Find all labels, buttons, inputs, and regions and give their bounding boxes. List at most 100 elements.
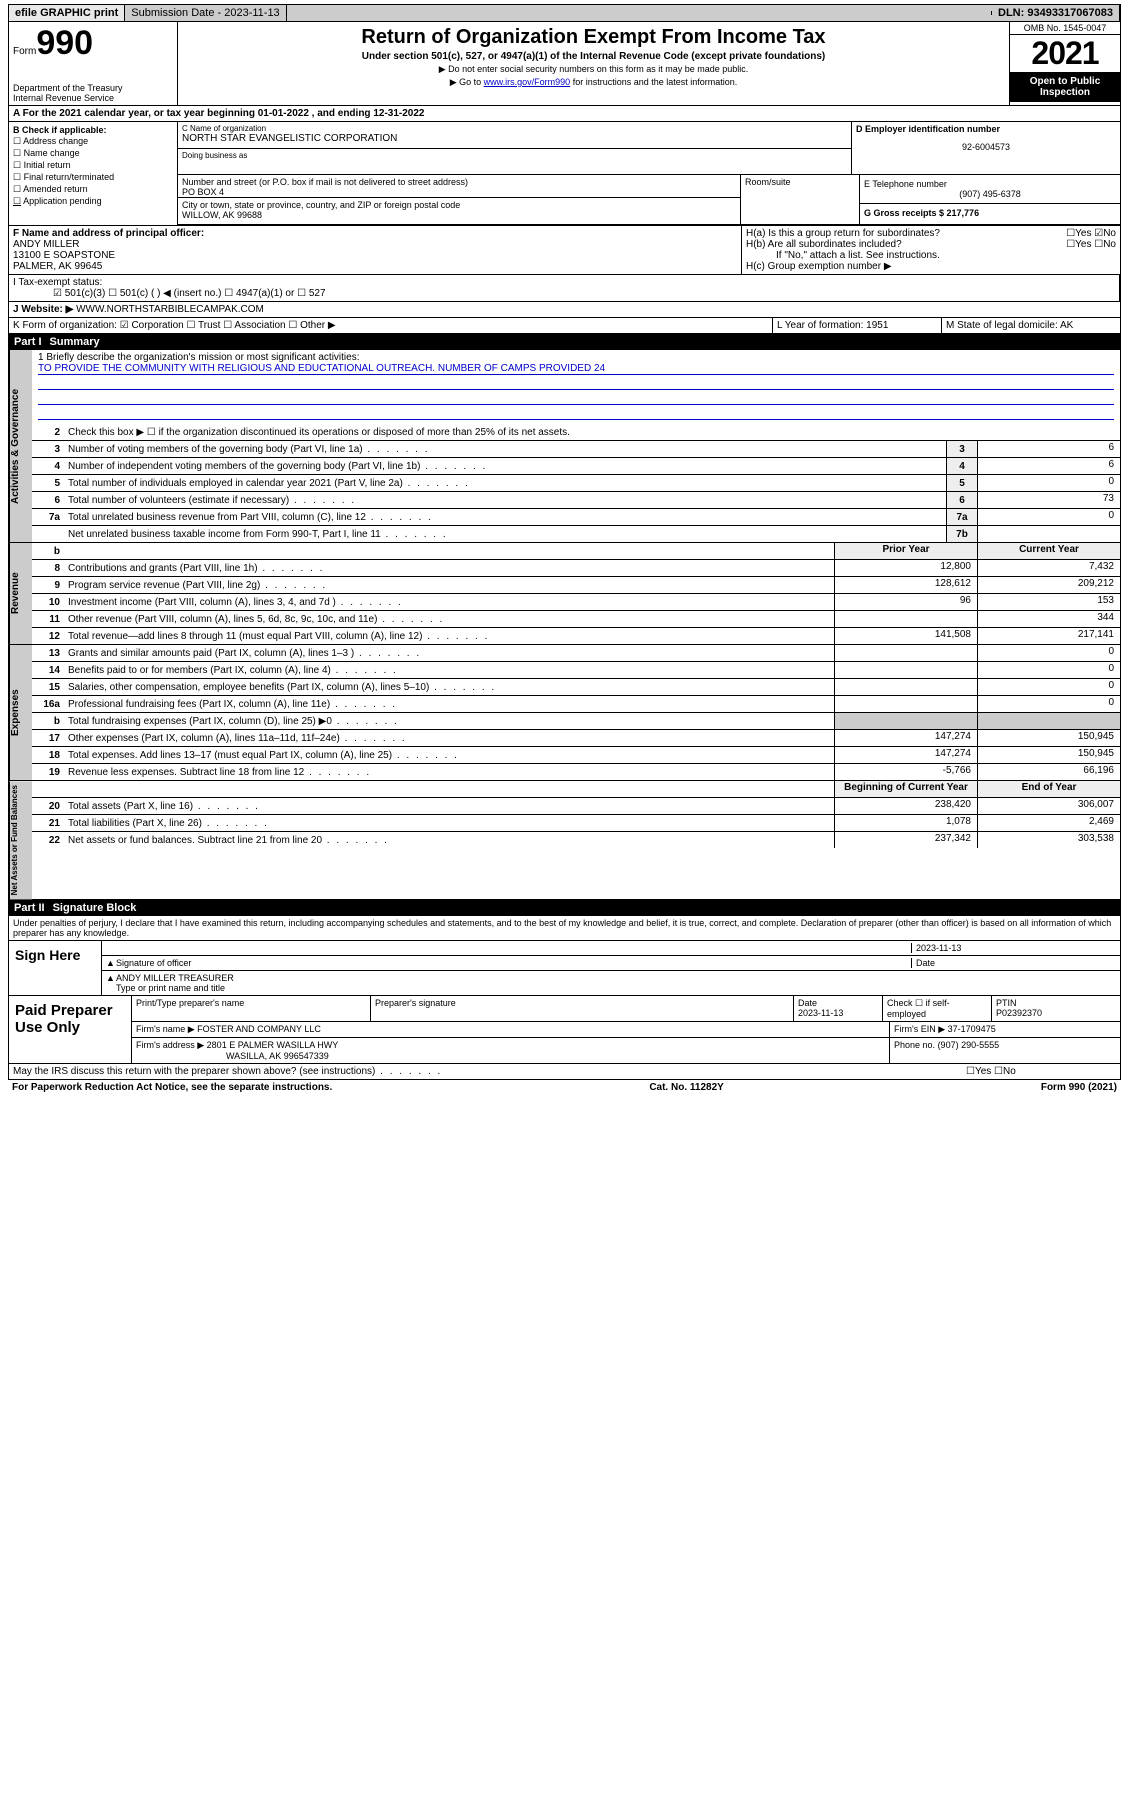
- chk-initial-return[interactable]: ☐ Initial return: [13, 160, 173, 171]
- summary-line: 5Total number of individuals employed in…: [32, 475, 1120, 492]
- summary-line: 22Net assets or fund balances. Subtract …: [32, 832, 1120, 848]
- ein-value: 92-6004573: [856, 142, 1116, 152]
- preparer-name-hdr: Print/Type preparer's name: [132, 996, 371, 1021]
- firm-name: FOSTER AND COMPANY LLC: [197, 1024, 321, 1034]
- mission-text: TO PROVIDE THE COMMUNITY WITH RELIGIOUS …: [38, 363, 1114, 375]
- summary-line: 17Other expenses (Part IX, column (A), l…: [32, 730, 1120, 747]
- summary-line: 12Total revenue—add lines 8 through 11 (…: [32, 628, 1120, 644]
- row-i-tax-status: I Tax-exempt status: ☑ 501(c)(3) ☐ 501(c…: [8, 275, 1121, 302]
- ein-label: D Employer identification number: [856, 124, 1000, 134]
- form-label: Form: [13, 46, 36, 57]
- ha-answer[interactable]: ☐Yes ☑No: [1066, 228, 1116, 239]
- summary-line: 20Total assets (Part X, line 16)238,4203…: [32, 798, 1120, 815]
- sign-date: 2023-11-13: [911, 943, 1116, 953]
- section-b-through-g: B Check if applicable: ☐ Address change …: [8, 122, 1121, 226]
- expenses-section: Expenses 13Grants and similar amounts pa…: [8, 645, 1121, 781]
- vtab-expenses: Expenses: [9, 645, 32, 780]
- submission-date: Submission Date - 2023-11-13: [125, 5, 286, 21]
- net-assets-section: Net Assets or Fund Balances Beginning of…: [8, 781, 1121, 900]
- officer-addr1: 13100 E SOAPSTONE: [13, 250, 737, 261]
- addr-label: Number and street (or P.O. box if mail i…: [182, 177, 736, 187]
- addr-value: PO BOX 4: [182, 187, 736, 197]
- signer-name: ANDY MILLER TREASURER: [116, 973, 1116, 983]
- sig-officer-label: Signature of officer: [116, 958, 911, 968]
- ssn-note: ▶ Do not enter social security numbers o…: [182, 64, 1005, 75]
- cat-no: Cat. No. 11282Y: [649, 1082, 723, 1093]
- year-formation: L Year of formation: 1951: [773, 318, 942, 333]
- line-a: A For the 2021 calendar year, or tax yea…: [8, 106, 1121, 122]
- summary-line: 2Check this box ▶ ☐ if the organization …: [32, 424, 1120, 441]
- summary-line: 3Number of voting members of the governi…: [32, 441, 1120, 458]
- date-label: Date: [911, 958, 1116, 968]
- paid-preparer-label: Paid Preparer Use Only: [9, 996, 132, 1063]
- summary-line: bTotal fundraising expenses (Part IX, co…: [32, 713, 1120, 730]
- form-of-org[interactable]: K Form of organization: ☑ Corporation ☐ …: [9, 318, 773, 333]
- hb-label: H(b) Are all subordinates included?: [746, 239, 902, 250]
- summary-line: 4Number of independent voting members of…: [32, 458, 1120, 475]
- col-b-checkboxes: B Check if applicable: ☐ Address change …: [9, 122, 178, 225]
- goto-note: ▶ Go to www.irs.gov/Form990 for instruct…: [182, 77, 1005, 88]
- efile-print-btn[interactable]: efile GRAPHIC print: [9, 5, 125, 21]
- dln: DLN: 93493317067083: [992, 5, 1120, 21]
- chk-address-change[interactable]: ☐ Address change: [13, 136, 173, 147]
- hb-answer[interactable]: ☐Yes ☐No: [1066, 239, 1116, 250]
- website-value[interactable]: WWW.NORTHSTARBIBLECAMPAK.COM: [76, 304, 264, 315]
- city-label: City or town, state or province, country…: [182, 200, 736, 210]
- rev-header-row: Revenue b Prior Year Current Year 8Contr…: [8, 543, 1121, 645]
- vtab-netassets: Net Assets or Fund Balances: [9, 781, 32, 899]
- firm-ein: 37-1709475: [948, 1024, 996, 1034]
- summary-line: 10Investment income (Part VIII, column (…: [32, 594, 1120, 611]
- vtab-revenue: Revenue: [9, 543, 32, 644]
- omb-number: OMB No. 1545-0047: [1010, 22, 1120, 35]
- summary-line: 8Contributions and grants (Part VIII, li…: [32, 560, 1120, 577]
- hc-label: H(c) Group exemption number ▶: [746, 261, 1116, 272]
- form-number: 990: [36, 24, 93, 62]
- form-subtitle: Under section 501(c), 527, or 4947(a)(1)…: [182, 51, 1005, 62]
- row-klm: K Form of organization: ☑ Corporation ☐ …: [8, 318, 1121, 334]
- summary-line: 7aTotal unrelated business revenue from …: [32, 509, 1120, 526]
- col-begin-year: Beginning of Current Year: [834, 781, 977, 797]
- paperwork-notice: For Paperwork Reduction Act Notice, see …: [12, 1082, 332, 1093]
- preparer-date: 2023-11-13: [798, 1008, 843, 1018]
- tax-status-label: I Tax-exempt status:: [13, 277, 102, 288]
- mission-label: 1 Briefly describe the organization's mi…: [38, 352, 1114, 363]
- page-footer: For Paperwork Reduction Act Notice, see …: [8, 1080, 1121, 1095]
- col-current-year: Current Year: [977, 543, 1120, 559]
- ptin: P02392370: [996, 1008, 1042, 1018]
- form-title: Return of Organization Exempt From Incom…: [182, 26, 1005, 49]
- chk-amended[interactable]: ☐ Amended return: [13, 184, 173, 195]
- room-label: Room/suite: [740, 175, 859, 224]
- col-end-year: End of Year: [977, 781, 1120, 797]
- irs-link[interactable]: www.irs.gov/Form990: [484, 77, 571, 87]
- dept-treasury: Department of the Treasury: [13, 83, 173, 93]
- ha-label: H(a) Is this a group return for subordin…: [746, 228, 940, 239]
- phone-label: E Telephone number: [864, 179, 1116, 189]
- summary-line: 15Salaries, other compensation, employee…: [32, 679, 1120, 696]
- summary-line: 21Total liabilities (Part X, line 26)1,0…: [32, 815, 1120, 832]
- part1-header: Part I Summary: [8, 334, 1121, 350]
- chk-application-pending[interactable]: ☐ Application pending: [13, 196, 173, 207]
- paid-preparer-block: Paid Preparer Use Only Print/Type prepar…: [8, 996, 1121, 1064]
- col-prior-year: Prior Year: [834, 543, 977, 559]
- org-name: NORTH STAR EVANGELISTIC CORPORATION: [182, 133, 847, 144]
- phone-value: (907) 495-6378: [864, 189, 1116, 199]
- open-public: Open to Public Inspection: [1010, 72, 1120, 102]
- summary-line: 6Total number of volunteers (estimate if…: [32, 492, 1120, 509]
- chk-name-change[interactable]: ☐ Name change: [13, 148, 173, 159]
- firm-addr: 2801 E PALMER WASILLA HWY: [207, 1040, 339, 1050]
- sign-here-label: Sign Here: [9, 941, 102, 995]
- officer-addr2: PALMER, AK 99645: [13, 261, 737, 272]
- form-header: Form990 Department of the Treasury Inter…: [8, 22, 1121, 106]
- state-domicile: M State of legal domicile: AK: [942, 318, 1120, 333]
- may-irs-answer[interactable]: ☐Yes ☐No: [962, 1064, 1120, 1079]
- chk-final-return[interactable]: ☐ Final return/terminated: [13, 172, 173, 183]
- form-version: Form 990 (2021): [1041, 1082, 1117, 1093]
- hb-note: If "No," attach a list. See instructions…: [746, 250, 1116, 261]
- firm-phone: (907) 290-5555: [938, 1040, 1000, 1050]
- tax-year: 2021: [1010, 35, 1120, 72]
- self-employed-chk[interactable]: Check ☐ if self-employed: [883, 996, 992, 1021]
- summary-line: 18Total expenses. Add lines 13–17 (must …: [32, 747, 1120, 764]
- summary-line: Net unrelated business taxable income fr…: [32, 526, 1120, 542]
- tax-status-opts[interactable]: ☑ 501(c)(3) ☐ 501(c) ( ) ◀ (insert no.) …: [13, 288, 326, 299]
- officer-name: ANDY MILLER: [13, 239, 737, 250]
